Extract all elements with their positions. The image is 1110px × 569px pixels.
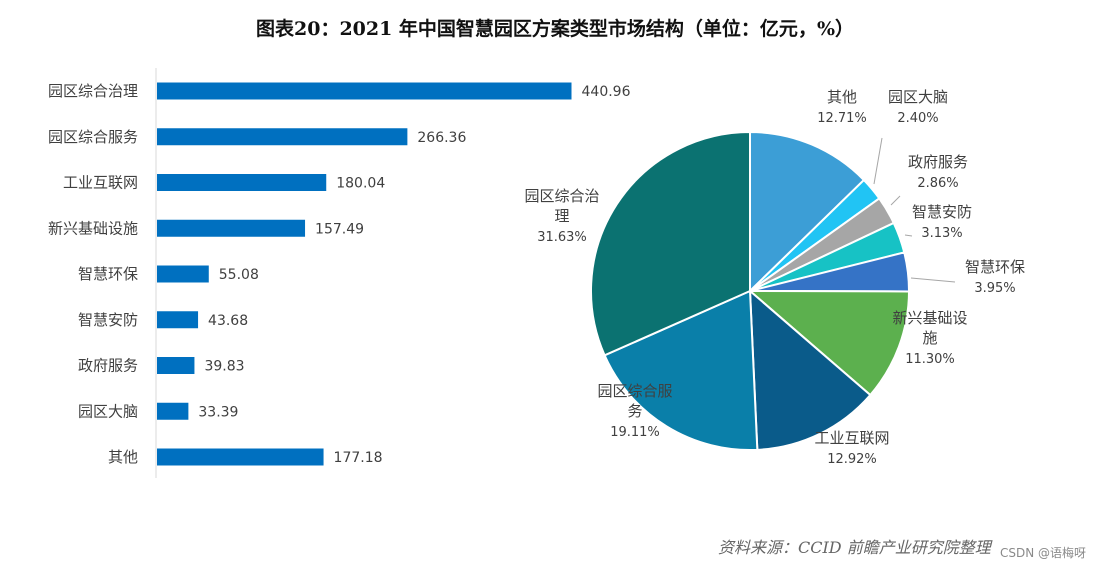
pie-slice [749,130,866,294]
pie-chart: 其他 12.71% 园区大脑 2.40% 政府服务 2.86% 智慧安防 3.13% 智慧环保 3… [524,88,1025,467]
pie-leader-line [904,234,913,237]
pie-slice [747,289,911,397]
bar-category-label: 园区综合服务 [48,128,138,146]
bar-value-label: 33.39 [198,404,238,420]
pie-name-label: 园区综合服 [597,382,672,400]
bar [157,448,324,466]
pie-percent-label: 12.92% [827,452,877,467]
bar-category-label: 新兴基础设施 [48,219,138,237]
pie-percent-label: 3.13% [921,226,962,241]
bar-value-label: 157.49 [315,221,364,237]
bar-category-label: 园区综合治理 [48,82,138,100]
pie-name-label: 智慧安防 [912,203,972,221]
pie-name-label: 工业互联网 [814,429,889,447]
pie-percent-label: 2.86% [917,176,958,191]
pie-name-label: 园区大脑 [888,88,948,106]
bar-category-label: 智慧环保 [78,265,138,283]
bar [157,82,572,100]
bar-category-label: 园区大脑 [78,402,138,420]
pie-percent-label: 12.71% [817,111,867,126]
watermark: CSDN @语梅呀 [1000,546,1087,560]
pie-name-label: 其他 [827,88,857,106]
bar [157,311,199,329]
bar-category-label: 工业互联网 [63,174,138,192]
pie-leader-line [910,277,956,283]
pie-name-label: 理 [554,207,569,225]
bar-value-label: 43.68 [208,313,248,329]
pie-leader-line [873,137,883,185]
bar-category-label: 其他 [108,448,138,466]
bar-value-label: 440.96 [582,84,631,100]
bar [157,219,306,237]
bar-value-label: 266.36 [417,130,466,146]
bar-category-label: 智慧安防 [78,311,138,329]
chart-title: 图表20：2021 年中国智慧园区方案类型市场结构（单位：亿元，%） [256,18,854,40]
pie-slice [603,289,759,451]
bar [157,174,327,191]
bar [157,128,408,146]
bar [157,402,189,420]
pie-slice [590,130,751,357]
pie-name-label: 务 [627,402,642,420]
bar-value-label: 55.08 [219,267,259,283]
bar-value-label: 177.18 [334,450,383,466]
pie-name-label: 新兴基础设 [892,309,967,327]
pie-name-label: 智慧环保 [965,258,1025,276]
bar [157,357,195,374]
pie-leader-line [890,195,901,206]
pie-percent-label: 2.40% [897,111,938,126]
pie-percent-label: 31.63% [537,230,587,245]
pie-name-label: 政府服务 [908,153,968,171]
pie-percent-label: 3.95% [974,281,1015,296]
pie-percent-label: 19.11% [610,425,660,440]
bar-value-label: 180.04 [336,176,385,192]
bar [157,265,209,283]
source-note: 资料来源：CCID 前瞻产业研究院整理 [718,538,991,557]
pie-slice [748,288,872,451]
bar-category-label: 政府服务 [78,357,138,375]
bar-value-label: 39.83 [204,359,244,375]
pie-name-label: 施 [922,329,937,347]
pie-name-label: 园区综合治 [524,187,599,205]
pie-percent-label: 11.30% [905,352,955,367]
